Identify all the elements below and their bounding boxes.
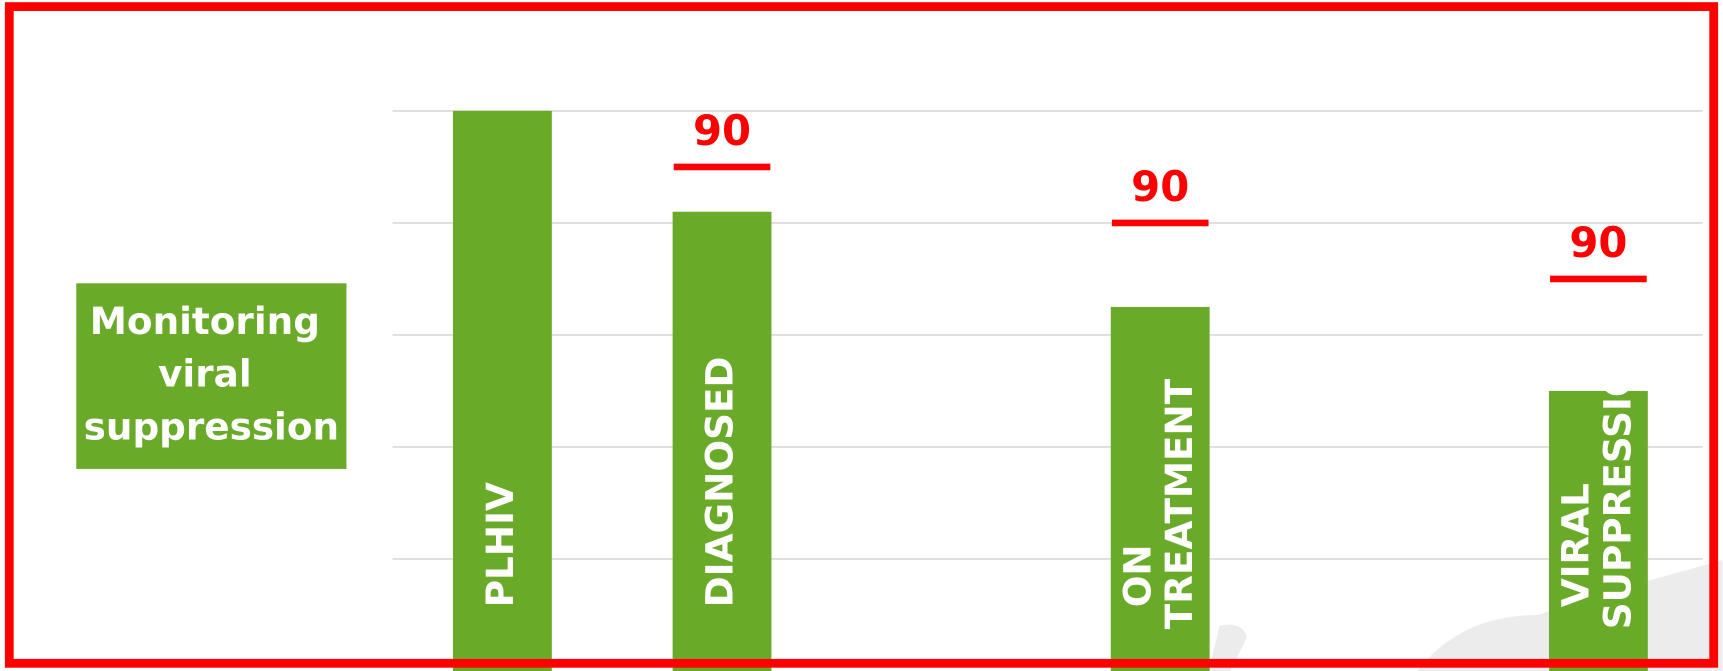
bar xyxy=(452,110,552,671)
plot: PLHIV DIAGNOSED 90 ON TREATMENT 90 VIRAL SUPP… xyxy=(452,106,1648,671)
target-label: 90 xyxy=(693,106,751,155)
title-box xyxy=(76,283,347,469)
bar-label: DIAGNOSED xyxy=(698,357,742,608)
bar xyxy=(1110,306,1210,671)
target-label: 90 xyxy=(1131,162,1189,211)
grid xyxy=(392,110,1703,560)
bar xyxy=(672,211,772,671)
target-label: 90 xyxy=(1569,218,1627,267)
bar xyxy=(1548,390,1648,671)
bar-label: VIRAL SUPPRESSION xyxy=(1553,334,1639,629)
bar-label: PLHIV xyxy=(478,482,522,607)
chart-title: Monitoring viral suppression xyxy=(84,298,339,447)
frame xyxy=(4,2,1719,668)
bar-label: ON TREATMENT xyxy=(1115,378,1201,629)
